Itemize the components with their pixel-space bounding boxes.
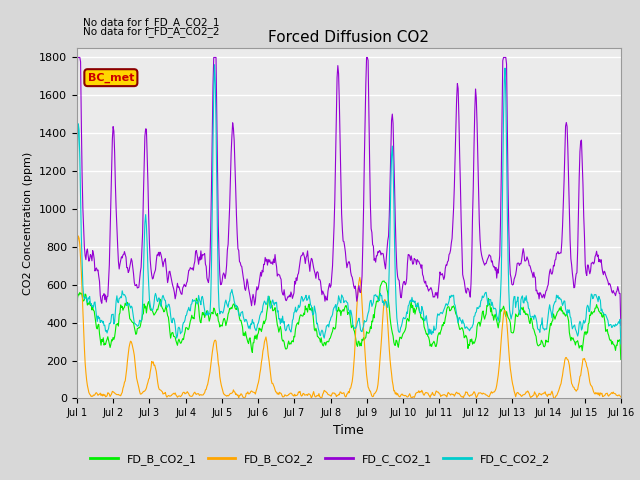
X-axis label: Time: Time bbox=[333, 424, 364, 437]
Text: No data for f_FD_A_CO2_2: No data for f_FD_A_CO2_2 bbox=[83, 26, 220, 37]
Title: Forced Diffusion CO2: Forced Diffusion CO2 bbox=[268, 30, 429, 46]
Text: BC_met: BC_met bbox=[88, 72, 134, 83]
Y-axis label: CO2 Concentration (ppm): CO2 Concentration (ppm) bbox=[24, 152, 33, 295]
Text: No data for f_FD_A_CO2_1: No data for f_FD_A_CO2_1 bbox=[83, 17, 220, 28]
Legend: FD_B_CO2_1, FD_B_CO2_2, FD_C_CO2_1, FD_C_CO2_2: FD_B_CO2_1, FD_B_CO2_2, FD_C_CO2_1, FD_C… bbox=[85, 450, 555, 469]
